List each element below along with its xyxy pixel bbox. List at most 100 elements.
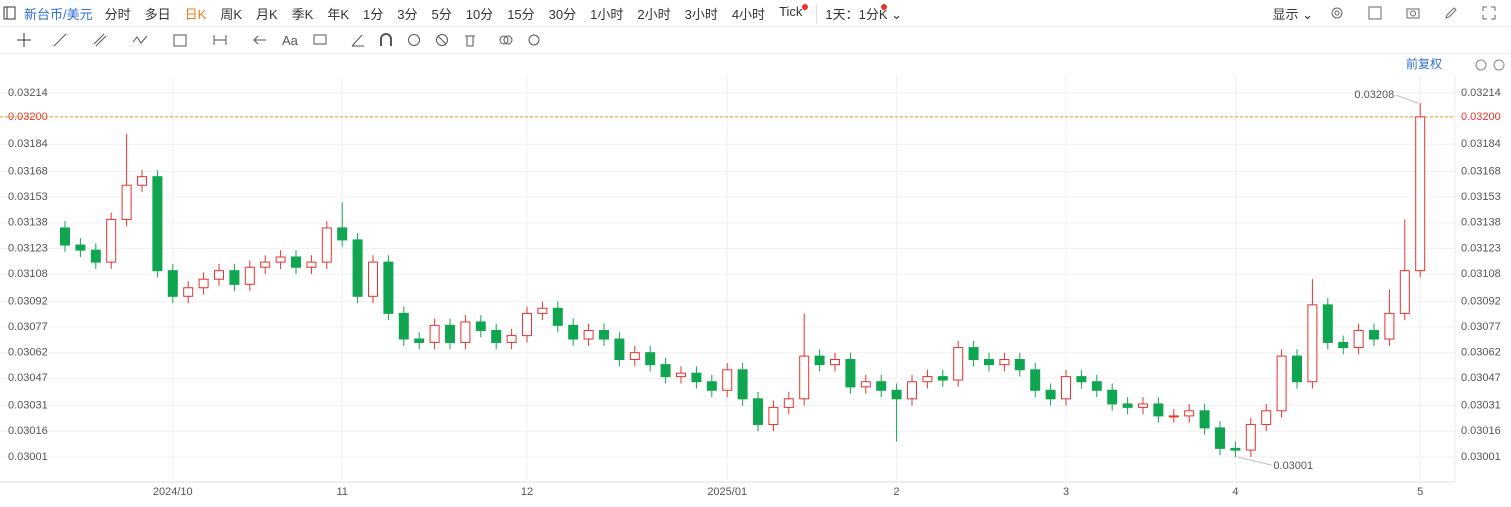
candle-body	[60, 227, 70, 246]
period-tab[interactable]: 1分	[363, 6, 384, 22]
channel-tool[interactable]	[92, 32, 108, 48]
settings-icon[interactable]	[1329, 5, 1345, 21]
period-tab[interactable]: 4小时	[731, 6, 766, 22]
camera-icon[interactable]	[1405, 5, 1421, 21]
candle-body	[1168, 415, 1179, 418]
period-tab[interactable]: 2小时	[637, 6, 671, 22]
candle-body	[999, 359, 1010, 366]
period-tab[interactable]: 1小时	[590, 6, 624, 22]
zoom-out[interactable]	[1475, 59, 1487, 71]
text-tool[interactable]: Aa	[282, 32, 298, 48]
period-tab[interactable]: 季K	[291, 6, 314, 22]
line-tool[interactable]	[52, 32, 68, 48]
candle-body	[552, 307, 563, 326]
window-icon[interactable]	[1367, 5, 1383, 21]
candle-body	[291, 256, 301, 268]
zoom-in[interactable]	[1493, 59, 1505, 71]
candle-body	[1415, 116, 1426, 272]
y-tick-label-right: 0.03108	[1461, 268, 1501, 280]
period-tab[interactable]: 3分	[397, 6, 418, 22]
y-tick-label-right: 0.03016	[1461, 425, 1501, 437]
interval-label[interactable]: 1天：1分K	[825, 6, 888, 22]
y-tick-label: 0.03001	[8, 451, 48, 463]
arrow-tool[interactable]	[252, 32, 268, 48]
candle-body	[260, 261, 271, 268]
candle-body	[121, 184, 132, 220]
tool-settings[interactable]	[526, 32, 542, 48]
magnet-tool[interactable]	[378, 32, 394, 48]
adjust-mode[interactable]: 前复权	[1406, 56, 1442, 71]
candle-body	[1138, 403, 1148, 408]
period-tab[interactable]: Tick	[779, 3, 809, 23]
display[interactable]: 显示 ⌄	[1272, 6, 1313, 22]
candle-body	[937, 376, 948, 381]
candle-body	[1399, 270, 1410, 314]
candle-body	[214, 270, 224, 280]
candle-body	[1122, 403, 1133, 408]
candle-body	[1091, 381, 1102, 391]
move-tool[interactable]	[16, 32, 32, 48]
compare-tool[interactable]	[498, 32, 514, 48]
y-tick-label-right: 0.03214	[1461, 87, 1501, 99]
x-tick-label: 12	[521, 486, 533, 498]
wave-tool[interactable]	[132, 32, 148, 48]
candle-body	[414, 338, 425, 343]
symbol[interactable]: 新台币/美元	[24, 6, 93, 22]
period-tab[interactable]: 年K	[327, 6, 350, 22]
angle-tool[interactable]	[350, 32, 366, 48]
interval[interactable]: 1天：1分K ⌄	[816, 3, 902, 23]
candle-body	[706, 381, 717, 391]
period-tab[interactable]: 3小时	[684, 6, 718, 22]
candle-body	[676, 372, 686, 378]
sync-tool[interactable]	[406, 32, 422, 48]
candle-body	[321, 227, 332, 263]
y-tick-label-right: 0.03123	[1461, 242, 1501, 254]
measure-tool[interactable]	[212, 32, 228, 48]
period-tab[interactable]: 10分	[465, 6, 494, 22]
pen-icon[interactable]	[1443, 5, 1459, 21]
candle-body	[1184, 410, 1195, 417]
x-tick-label: 11	[336, 486, 347, 498]
display-label[interactable]: 显示	[1272, 6, 1299, 22]
candle-body	[1030, 369, 1041, 391]
candle-body	[1245, 423, 1256, 451]
period-tab[interactable]: 5分	[431, 6, 452, 22]
candle-body	[768, 406, 779, 425]
candle-body	[1061, 376, 1071, 400]
period-tab[interactable]: 30分	[548, 6, 577, 22]
candle-body	[198, 278, 209, 289]
y-tick-label: 0.03153	[8, 191, 48, 203]
drawing-toolbar: Aa	[0, 26, 1511, 54]
hide-tool[interactable]	[434, 32, 450, 48]
candle-body	[429, 324, 440, 343]
note-tool[interactable]	[312, 32, 328, 48]
badge	[802, 3, 809, 10]
candle-body	[599, 329, 609, 340]
candle-body	[522, 312, 532, 337]
candle-body	[368, 261, 378, 297]
period-tab[interactable]: 多日	[144, 6, 171, 22]
candle-body	[1261, 410, 1272, 425]
y-tick-label: 0.03184	[8, 138, 48, 150]
period-tab[interactable]: 月K	[256, 6, 278, 22]
candle-body	[491, 329, 502, 343]
candle-body	[984, 359, 994, 366]
period-tab[interactable]: 15分	[507, 6, 535, 22]
chart-tool[interactable]	[172, 32, 188, 48]
candle-body	[306, 261, 317, 268]
candle-body	[629, 352, 640, 361]
candle-body	[537, 307, 548, 314]
fullscreen-icon[interactable]	[1481, 5, 1497, 21]
candle-body	[506, 335, 517, 343]
period-tab[interactable]: 分时	[104, 6, 131, 22]
period-tab[interactable]: 日K	[184, 6, 207, 22]
y-tick-label: 0.03214	[8, 87, 48, 99]
candle-body	[1307, 304, 1318, 383]
candle-body	[137, 176, 147, 186]
low-pointer	[1237, 456, 1272, 466]
delete-tool[interactable]	[462, 32, 478, 48]
candle-body	[152, 176, 163, 272]
candle-body	[614, 338, 625, 361]
period-tab[interactable]: 周K	[220, 6, 242, 22]
layout-icon[interactable]	[2, 5, 18, 21]
